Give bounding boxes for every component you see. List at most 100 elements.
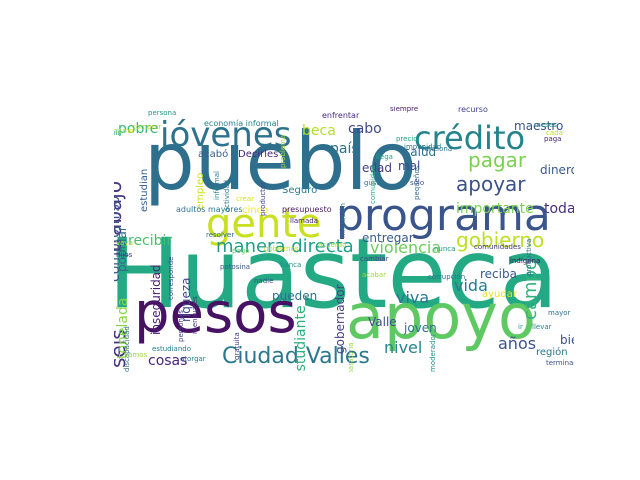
cloud-word: cosas: [148, 353, 188, 369]
cloud-word: jóvenes: [160, 115, 292, 155]
cloud-word: mal: [398, 159, 421, 173]
cloud-word: llamada: [290, 217, 319, 225]
cloud-word: moderador: [429, 333, 437, 372]
cloud-word: comunidad: [369, 164, 377, 204]
cloud-word: siempre: [390, 106, 419, 113]
cloud-word: recibir: [128, 233, 173, 249]
cloud-word: cada: [546, 129, 563, 137]
cloud-word: apoyar: [456, 172, 526, 196]
cloud-word: potosina: [220, 263, 251, 271]
cloud-word: reciba: [480, 267, 517, 281]
cloud-word: nivel: [384, 338, 423, 357]
cloud-word: vamos: [124, 351, 148, 359]
cloud-word: entregar: [362, 231, 414, 245]
cloud-word: mayor: [548, 309, 571, 317]
cloud-word: otorgar: [180, 355, 206, 363]
cloud-word: precio: [396, 135, 418, 143]
cloud-word: violencia: [370, 238, 442, 257]
cloud-word: resolver: [206, 231, 235, 239]
cloud-word: sólo: [410, 179, 425, 187]
cloud-word: manera directa: [216, 236, 354, 257]
cloud-word: acabó: [198, 149, 229, 160]
cloud-word: economía informal: [204, 119, 279, 128]
cloud-word: vida: [454, 276, 488, 295]
cloud-word: crear: [236, 195, 255, 203]
cloud-word: joven: [404, 321, 437, 335]
cloud-word: apoyo: [346, 280, 536, 353]
cloud-word: acabar: [362, 271, 387, 279]
cloud-word: preparatoria: [347, 342, 355, 372]
cloud-word: gusto: [364, 179, 384, 187]
cloud-word: viva: [396, 288, 430, 307]
cloud-word: meses: [534, 121, 557, 129]
cloud-word: pago: [232, 247, 250, 255]
cloud-word: problema: [279, 134, 287, 168]
cloud-word: hijos: [116, 251, 133, 259]
cloud-word: gente: [206, 201, 322, 247]
cloud-word: paga: [544, 135, 562, 143]
cloud-word: ayudar: [482, 289, 517, 300]
cloud-word: cumplir: [114, 129, 123, 137]
cloud-word: pesos: [134, 281, 297, 346]
cloud-word: funciona: [422, 145, 453, 153]
cloud-word: pagar: [468, 148, 527, 172]
cloud-word: popular: [115, 226, 129, 273]
cloud-word: cabo: [348, 121, 382, 137]
cloud-word: estudiante: [293, 305, 309, 372]
cloud-word: gobernador: [333, 284, 347, 354]
cloud-word: nadie: [254, 277, 274, 285]
cloud-word: estudiando: [152, 345, 191, 353]
cloud-word: comunidades: [474, 243, 521, 251]
cloud-word: nunca: [434, 245, 456, 253]
cloud-word: corresponde: [167, 256, 175, 301]
cloud-word: región: [536, 347, 568, 358]
cloud-word: llevar: [532, 323, 552, 331]
cloud-word: llega: [376, 153, 393, 161]
cloud-word: edad: [362, 161, 392, 175]
cloud-word: Huasteca: [114, 218, 559, 330]
cloud-word: estudian: [139, 168, 150, 212]
cloud-word: pobre: [118, 121, 159, 137]
cloud-word: inseguridad: [149, 264, 163, 336]
cloud-word: vaya: [116, 239, 133, 247]
cloud-word: bien: [560, 333, 574, 347]
cloud-word: discapacidad: [123, 326, 131, 373]
cloud-word: productor: [259, 181, 267, 216]
cloud-word: Decirles: [238, 149, 279, 160]
cloud-word: cambiar: [360, 255, 389, 263]
cloud-word: indígena: [510, 257, 541, 265]
cloud-word: crédito: [414, 119, 526, 157]
cloud-word: toda: [544, 201, 574, 217]
cloud-word: gratuita: [233, 331, 241, 360]
cloud-word: enfrentar: [322, 111, 360, 120]
cloud-word: cinco: [242, 205, 269, 216]
cloud-word: gobierno: [456, 228, 545, 252]
cloud-word: años: [498, 334, 537, 353]
cloud-word: dinero: [540, 163, 574, 177]
cloud-word: pueden: [272, 289, 318, 303]
cloud-word: personas: [177, 309, 185, 342]
cloud-word: salud: [404, 145, 437, 159]
cloud-word: terminan: [546, 359, 574, 367]
cloud-word: Seguro: [282, 185, 318, 196]
cloud-word: país: [330, 141, 359, 157]
cloud-word: presupuesto: [282, 205, 332, 214]
cloud-word: mismo: [114, 127, 134, 135]
cloud-word: informal: [213, 170, 221, 200]
cloud-word: comprar: [132, 123, 162, 131]
cloud-word: gobiernos: [264, 245, 299, 253]
word-cloud: Huasteca pueblo apoyo pesos programa gente jóv…: [114, 106, 574, 372]
cloud-word: actividad: [223, 179, 231, 212]
cloud-word: Valle: [368, 315, 397, 329]
cloud-word: Ciudad Valles: [222, 344, 370, 369]
cloud-word: acuerdo: [318, 241, 347, 249]
cloud-word: persona: [148, 109, 177, 117]
cloud-word: ir: [518, 323, 523, 331]
cloud-word: programa: [336, 190, 551, 241]
cloud-word: maestro: [514, 119, 564, 133]
cloud-word: beca: [302, 123, 336, 139]
cloud-word: migración: [339, 202, 347, 238]
cloud-word: pueblo: [144, 115, 417, 208]
cloud-word: corrupción: [428, 273, 466, 281]
cloud-word: adultos mayores: [176, 205, 243, 214]
